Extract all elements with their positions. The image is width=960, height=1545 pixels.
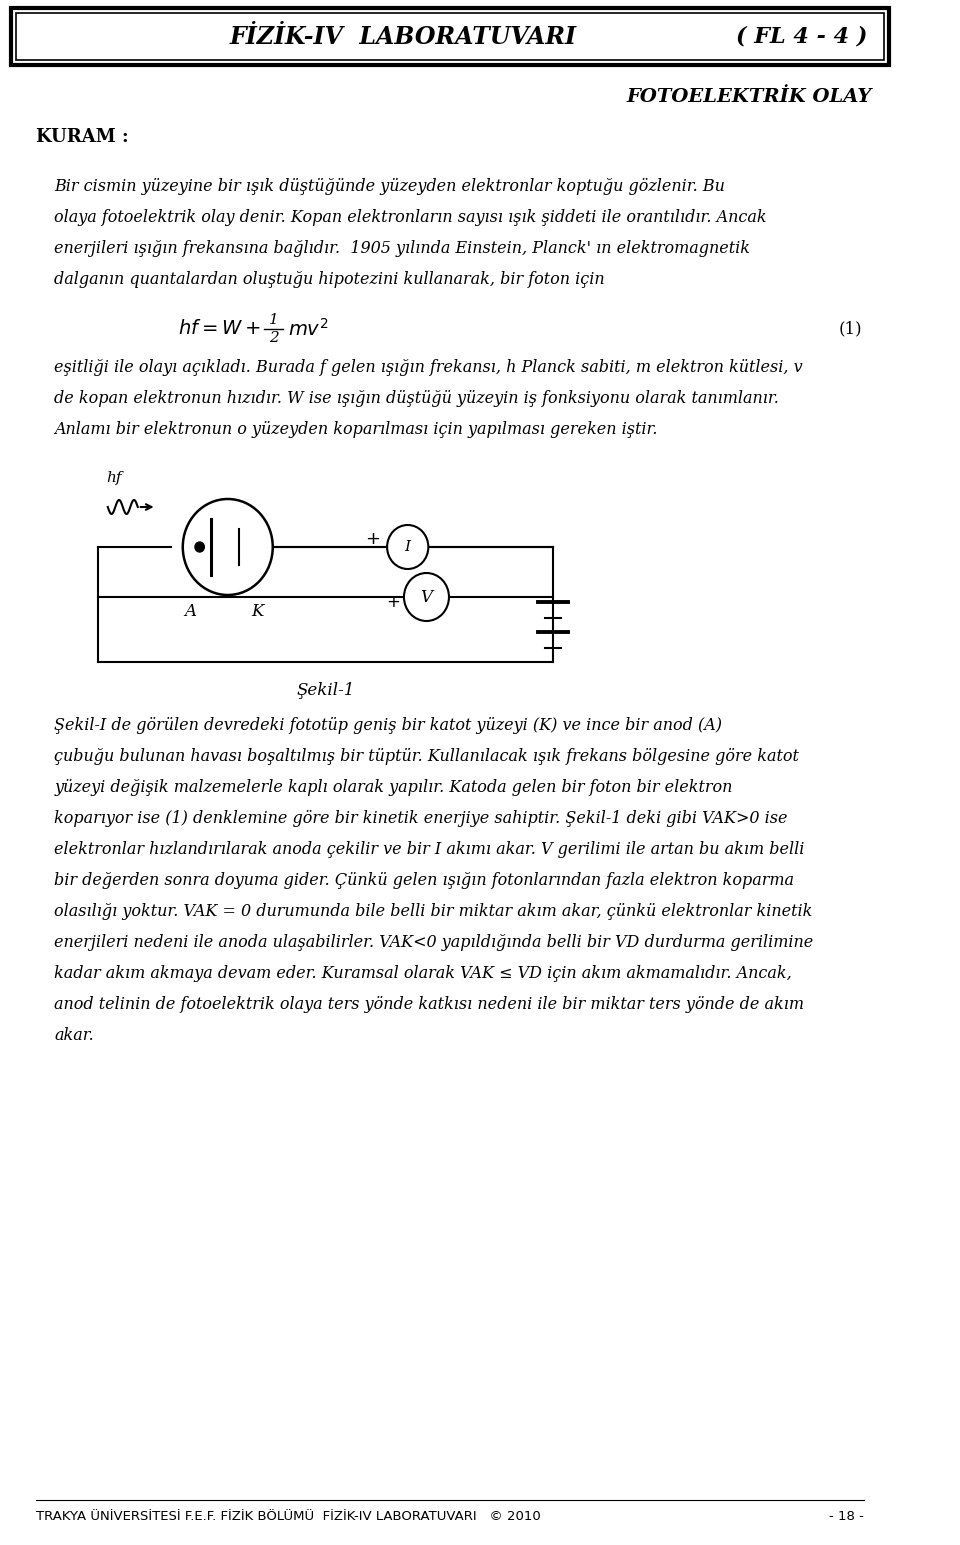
Text: eşitliği ile olayı açıkladı. Burada f gelen ışığın frekansı, h Planck sabiti, m : eşitliği ile olayı açıkladı. Burada f ge… [55, 358, 803, 375]
Bar [16, 12, 884, 60]
Circle shape [404, 573, 449, 621]
Text: $hf = W +$: $hf = W +$ [178, 320, 260, 338]
Text: (1): (1) [839, 320, 862, 337]
Text: olaya fotoelektrik olay denir. Kopan elektronların sayısı ışık şiddeti ile orant: olaya fotoelektrik olay denir. Kopan ele… [55, 209, 767, 226]
Text: KURAM :: KURAM : [36, 128, 129, 145]
Circle shape [182, 499, 273, 595]
Text: V: V [420, 589, 432, 606]
Text: yüzeyi değişik malzemelerle kaplı olarak yapılır. Katoda gelen bir foton bir ele: yüzeyi değişik malzemelerle kaplı olarak… [55, 779, 732, 796]
Circle shape [387, 525, 428, 569]
Text: kadar akım akmaya devam eder. Kuramsal olarak VAK ≤ VD için akım akmamalıdır. An: kadar akım akmaya devam eder. Kuramsal o… [55, 966, 792, 983]
Text: 2: 2 [269, 331, 278, 345]
Text: akar.: akar. [55, 1027, 94, 1044]
Text: +: + [386, 593, 399, 610]
Text: Bir cismin yüzeyine bir ışık düştüğünde yüzeyden elektronlar koptuğu gözlenir. B: Bir cismin yüzeyine bir ışık düştüğünde … [55, 178, 725, 195]
Text: enerjileri ışığın frekansına bağlıdır.  1905 yılında Einstein, Planck' ın elektr: enerjileri ışığın frekansına bağlıdır. 1… [55, 239, 751, 256]
Text: +: + [366, 530, 380, 548]
Text: enerjileri nedeni ile anoda ulaşabilirler. VAK<0 yapıldığında belli bir VD durdu: enerjileri nedeni ile anoda ulaşabilirle… [55, 935, 814, 952]
Text: Anlamı bir elektronun o yüzeyden koparılması için yapılması gereken iştir.: Anlamı bir elektronun o yüzeyden koparıl… [55, 420, 658, 437]
Text: K: K [252, 603, 264, 620]
Text: TRAKYA ÜNİVERSİTESİ F.E.F. FİZİK BÖLÜMÜ  FİZİK-IV LABORATUVARI   © 2010: TRAKYA ÜNİVERSİTESİ F.E.F. FİZİK BÖLÜMÜ … [36, 1509, 540, 1523]
Text: koparıyor ise (1) denklemine göre bir kinetik enerjiye sahiptir. Şekil-1 deki gi: koparıyor ise (1) denklemine göre bir ki… [55, 810, 788, 827]
Bar [12, 8, 889, 65]
Text: Şekil-I de görülen devredeki fototüp geniş bir katot yüzeyi (K) ve ince bir anod: Şekil-I de görülen devredeki fototüp gen… [55, 717, 722, 734]
Text: elektronlar hızlandırılarak anoda çekilir ve bir I akımı akar. V gerilimi ile ar: elektronlar hızlandırılarak anoda çekili… [55, 840, 804, 857]
Circle shape [195, 542, 204, 552]
Text: 1: 1 [269, 314, 278, 328]
Text: I: I [405, 541, 411, 555]
Text: dalganın quantalardan oluştuğu hipotezini kullanarak, bir foton için: dalganın quantalardan oluştuğu hipotezin… [55, 270, 605, 287]
Text: $mv^2$: $mv^2$ [288, 318, 328, 340]
Text: ( FL 4 - 4 ): ( FL 4 - 4 ) [735, 26, 867, 48]
Text: hf: hf [106, 471, 121, 485]
Text: FİZİK-IV  LABORATUVARI: FİZİK-IV LABORATUVARI [229, 25, 577, 49]
Text: olasılığı yoktur. VAK = 0 durumunda bile belli bir miktar akım akar, çünkü elekt: olasılığı yoktur. VAK = 0 durumunda bile… [55, 902, 813, 919]
Text: çubuğu bulunan havası boşaltılmış bir tüptür. Kullanılacak ışık frekans bölgesin: çubuğu bulunan havası boşaltılmış bir tü… [55, 748, 800, 765]
Text: A: A [184, 603, 196, 620]
Text: FOTOELEKTRİK OLAY: FOTOELEKTRİK OLAY [627, 88, 872, 107]
Text: de kopan elektronun hızıdır. W ise ışığın düştüğü yüzeyin iş fonksiyonu olarak t: de kopan elektronun hızıdır. W ise ışığı… [55, 389, 780, 406]
Text: Şekil-1: Şekil-1 [296, 681, 354, 698]
Text: - 18 -: - 18 - [829, 1509, 864, 1523]
Text: anod telinin de fotoelektrik olaya ters yönde katkısı nedeni ile bir miktar ters: anod telinin de fotoelektrik olaya ters … [55, 997, 804, 1014]
Text: bir değerden sonra doyuma gider. Çünkü gelen ışığın fotonlarından fazla elektron: bir değerden sonra doyuma gider. Çünkü g… [55, 871, 794, 888]
